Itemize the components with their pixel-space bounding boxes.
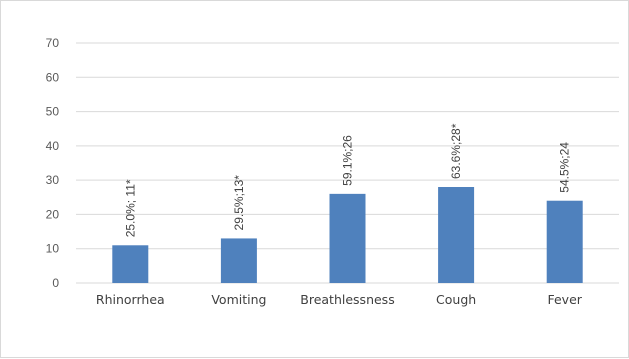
category-label: Rhinorrhea <box>96 292 165 307</box>
data-label: 63.6%;28* <box>449 123 463 179</box>
bar <box>220 238 257 283</box>
y-tick-label: 40 <box>46 139 60 153</box>
y-tick-label: 20 <box>46 207 60 221</box>
data-label: 54.5%;24 <box>558 142 572 193</box>
x-axis-categories: Rhinorrhea Vomiting Breathlessness Cough Fev… <box>96 292 583 307</box>
y-tick-label: 10 <box>46 242 60 256</box>
category-label: Vomiting <box>211 292 266 307</box>
y-tick-label: 60 <box>46 70 60 84</box>
data-label: 25.0%; 11* <box>123 179 137 237</box>
category-label: Breathlessness <box>300 292 394 307</box>
data-label: 59.1%;26 <box>341 135 355 186</box>
category-label: Fever <box>547 292 582 307</box>
y-tick-label: 50 <box>46 105 60 119</box>
bar <box>438 187 475 283</box>
data-labels: 25.0%; 11* 29.5%;13* 59.1%;26 63.6%;28* 54.5… <box>123 123 571 237</box>
data-label: 29.5%;13* <box>232 175 246 231</box>
y-tick-label: 70 <box>46 36 60 50</box>
y-tick-label: 0 <box>52 276 59 290</box>
bar <box>329 193 366 283</box>
bars <box>112 187 583 283</box>
bar <box>112 245 149 283</box>
y-axis-ticks: 0 10 20 30 40 50 60 70 <box>46 36 60 290</box>
bar <box>546 200 583 283</box>
y-tick-label: 30 <box>46 173 60 187</box>
category-label: Cough <box>436 292 476 307</box>
